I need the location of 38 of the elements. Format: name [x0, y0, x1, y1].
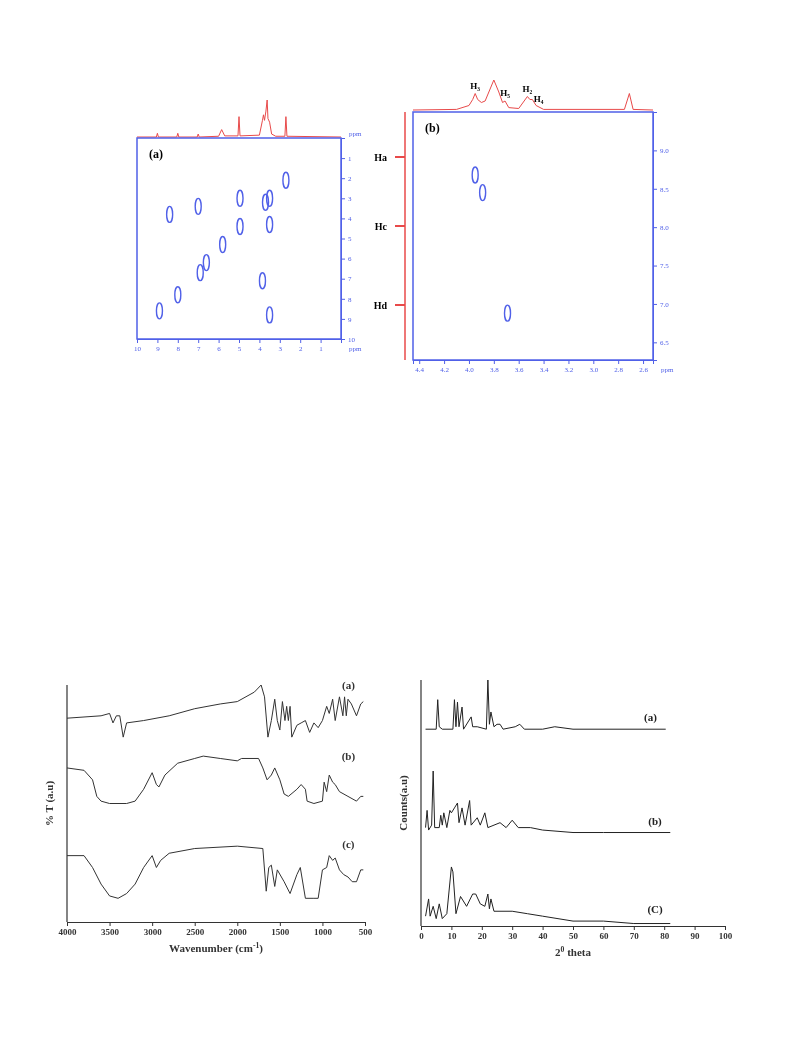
series-label: (a): [644, 711, 658, 725]
x-tick-label: 0: [419, 931, 425, 942]
x-tick-label: 40: [538, 931, 549, 942]
x-tick-label: 60: [599, 931, 609, 942]
x-tick-label: 10: [447, 931, 457, 942]
x-tick-label: 20: [477, 931, 488, 942]
series-label: (c): [342, 837, 355, 851]
annotation: H₄: [533, 94, 544, 104]
x-tick-label: 90: [690, 931, 701, 942]
text: (b): [425, 121, 440, 135]
x-tick-label: 3000: [143, 927, 163, 938]
series-label: (b): [341, 749, 356, 763]
x-axis-title: Wavenumber (cm$^{-1}$): [169, 940, 264, 955]
x-tick-label: 500: [358, 927, 373, 938]
x-tick-label: 80: [660, 931, 670, 942]
x-tick-label: 1000: [313, 927, 333, 938]
annotation: H₃: [470, 80, 481, 91]
annotation: H₂: [522, 83, 533, 94]
text: (a): [149, 147, 163, 161]
series-label: (C): [647, 903, 664, 917]
x-tick-label: 100: [718, 931, 733, 942]
x-tick-label: 30: [508, 931, 518, 942]
x-axis-title: 2$^{0}$ theta: [555, 944, 592, 958]
x-tick-label: 3500: [101, 927, 120, 938]
series-label: (b): [648, 814, 663, 828]
x-tick-label: 2000: [228, 927, 248, 938]
x-tick-label: 2500: [186, 927, 205, 938]
x-tick-label: 50: [569, 931, 579, 942]
x-tick-label: 1500: [271, 927, 290, 938]
annotation: H₅: [500, 88, 511, 98]
y-axis-title: Counts(a.u): [397, 775, 410, 831]
text: Hd: [373, 300, 388, 311]
text: Hc: [374, 221, 388, 232]
x-tick-label: 4000: [58, 927, 77, 938]
series-label: (a): [341, 678, 356, 692]
x-tick-label: 70: [629, 931, 640, 942]
y-axis-title: % T (a.u): [43, 780, 56, 827]
text: Ha: [374, 152, 387, 163]
